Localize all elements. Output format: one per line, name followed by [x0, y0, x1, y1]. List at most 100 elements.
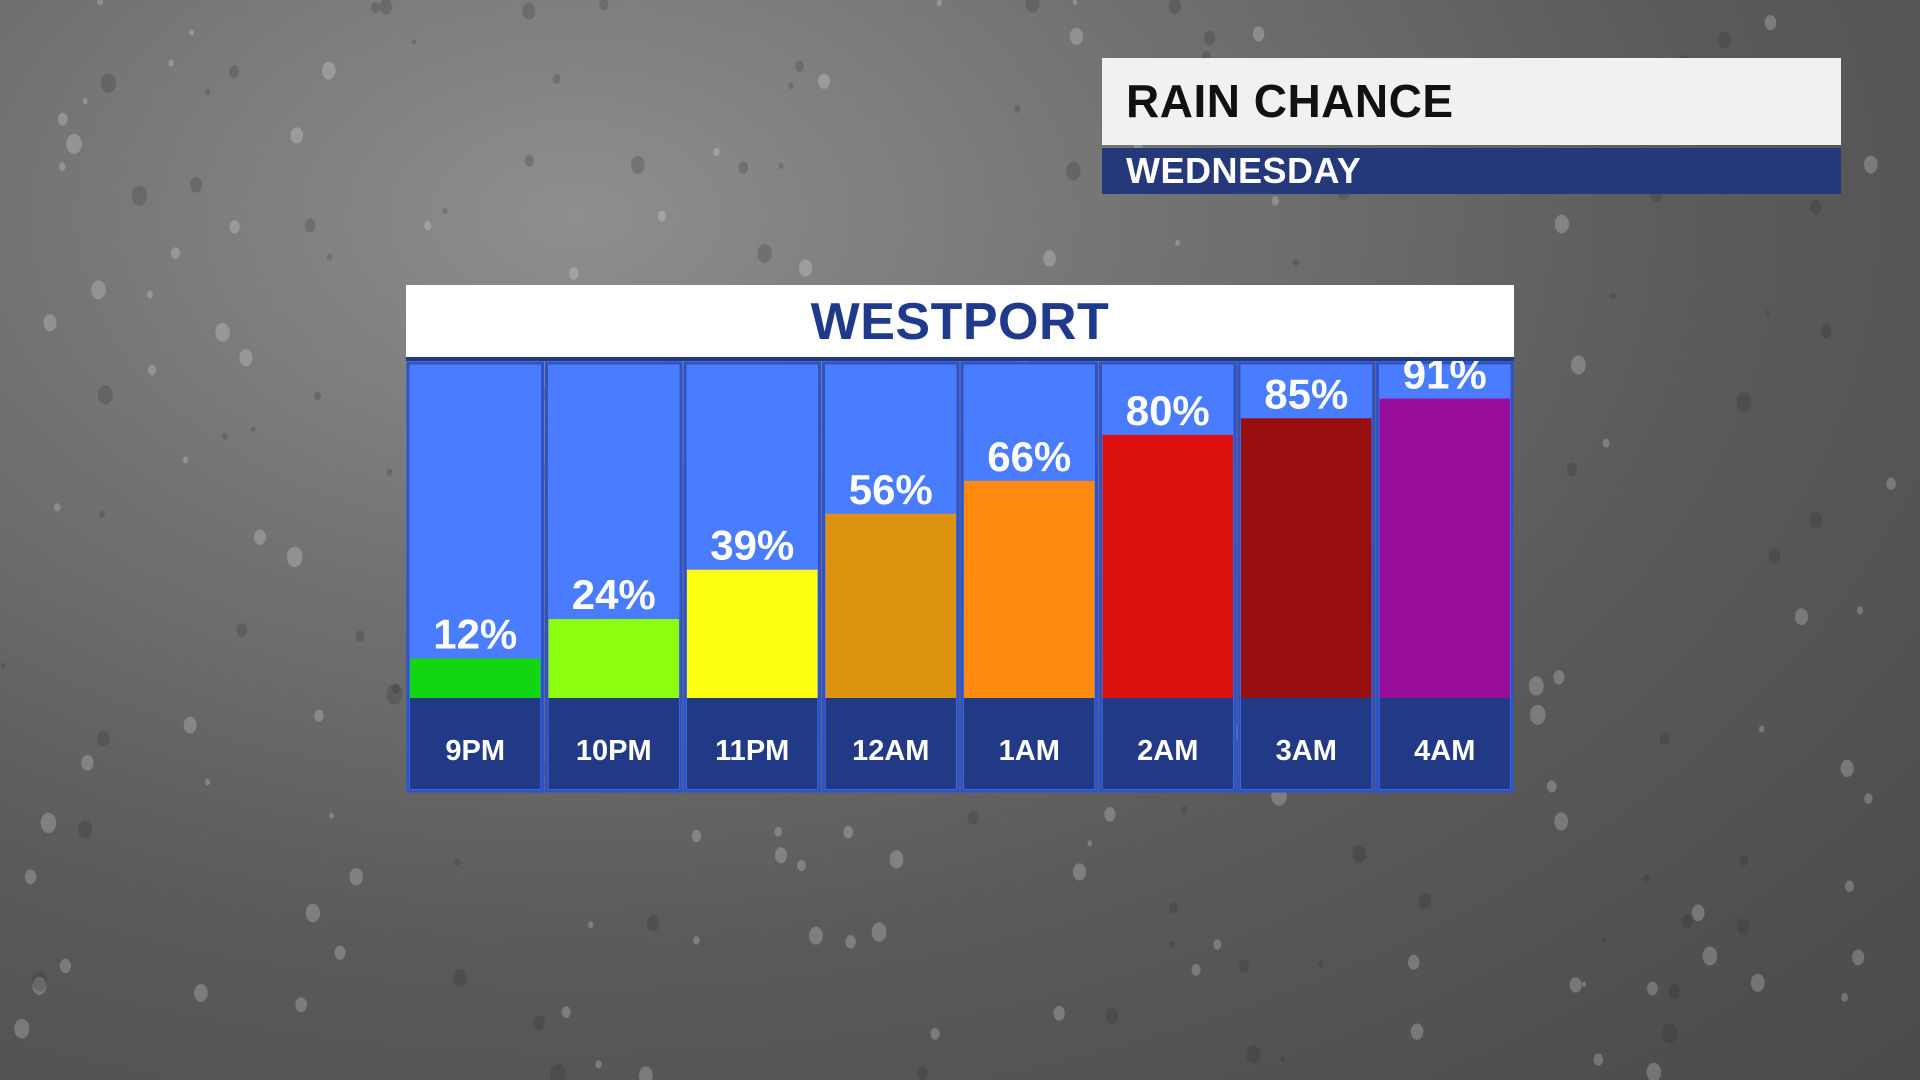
- raindrop: [1554, 214, 1570, 234]
- raindrop: [1702, 946, 1718, 966]
- raindrop: [251, 426, 256, 432]
- raindrop: [239, 349, 253, 367]
- raindrop: [1610, 292, 1616, 300]
- raindrop: [314, 709, 324, 722]
- raindrop: [392, 683, 401, 694]
- value-label: 80%: [1126, 387, 1210, 434]
- raindrop: [1191, 963, 1201, 976]
- raindrop: [81, 754, 94, 771]
- raindrop: [1582, 981, 1587, 987]
- raindrop: [1105, 1007, 1118, 1024]
- raindrop: [757, 244, 772, 263]
- raindrop: [1659, 732, 1670, 746]
- value-label: 91%: [1403, 361, 1487, 398]
- raindrop: [148, 364, 157, 376]
- raindrop: [561, 1006, 571, 1019]
- raindrop: [424, 220, 432, 231]
- raindrop: [917, 1066, 929, 1080]
- raindrop: [1204, 30, 1216, 45]
- raindrop: [204, 778, 210, 786]
- value-label: 39%: [710, 522, 794, 569]
- raindrop: [1418, 893, 1431, 909]
- chart-day: WEDNESDAY: [1102, 148, 1841, 194]
- raindrop: [1647, 981, 1658, 996]
- raindrop: [778, 162, 784, 170]
- location-title: WESTPORT: [406, 285, 1514, 357]
- raindrop: [1175, 239, 1180, 246]
- time-label: 9PM: [445, 735, 505, 767]
- raindrop: [170, 247, 180, 259]
- raindrop: [1758, 725, 1765, 733]
- bar: [825, 513, 956, 698]
- raindrop: [1691, 904, 1705, 922]
- raindrop: [59, 162, 66, 171]
- raindrop: [31, 971, 48, 992]
- raindrop: [588, 921, 594, 929]
- raindrop: [1739, 854, 1749, 867]
- raindrop: [57, 112, 68, 126]
- time-label-band: [825, 698, 956, 789]
- raindrop: [304, 218, 316, 233]
- raindrop: [189, 29, 194, 36]
- raindrop: [1073, 0, 1078, 5]
- raindrop: [1213, 939, 1222, 950]
- raindrop: [1181, 805, 1187, 813]
- raindrop: [386, 468, 393, 476]
- raindrop: [1408, 954, 1420, 970]
- time-label-band: [1241, 698, 1372, 789]
- raindrop: [24, 869, 37, 885]
- raindrop: [91, 280, 106, 300]
- time-label: 4AM: [1414, 735, 1475, 767]
- raindrop: [40, 812, 57, 834]
- raindrop: [82, 98, 88, 104]
- raindrop: [386, 684, 403, 705]
- raindrop: [1169, 941, 1174, 948]
- raindrop: [845, 935, 856, 949]
- raindrop: [1530, 704, 1546, 725]
- raindrop: [1809, 511, 1823, 530]
- raindrop: [0, 663, 6, 670]
- value-label: 66%: [987, 433, 1071, 480]
- raindrop: [522, 2, 536, 20]
- raindrop: [146, 290, 153, 299]
- raindrop: [229, 220, 240, 234]
- raindrop: [889, 850, 904, 869]
- raindrop: [334, 945, 346, 960]
- raindrop: [774, 847, 788, 864]
- raindrop: [1352, 844, 1367, 864]
- raindrop: [305, 903, 321, 923]
- raindrop: [349, 868, 363, 886]
- raindrop: [1569, 977, 1582, 993]
- raindrop: [524, 154, 534, 167]
- raindrop: [1856, 606, 1864, 615]
- time-label-band: [548, 698, 679, 789]
- bar: [1241, 418, 1372, 698]
- raindrop: [693, 936, 700, 945]
- raindrop: [254, 529, 266, 545]
- raindrop: [194, 984, 208, 1002]
- raindrop: [97, 0, 103, 6]
- raindrop: [1168, 0, 1181, 15]
- raindrop: [1602, 937, 1607, 944]
- raindrop: [1104, 807, 1116, 822]
- raindrop: [183, 456, 188, 464]
- raindrop: [442, 208, 448, 215]
- raindrop: [1554, 812, 1569, 831]
- raindrop: [774, 826, 782, 837]
- raindrop: [97, 385, 113, 405]
- raindrop: [1246, 1045, 1261, 1064]
- raindrop: [1043, 250, 1056, 267]
- raindrop: [99, 510, 105, 518]
- raindrop: [1845, 880, 1854, 893]
- raindrop: [1736, 392, 1752, 412]
- raindrop: [788, 82, 794, 90]
- time-label: 2AM: [1137, 735, 1198, 767]
- header-divider: [406, 357, 1514, 361]
- time-label-band: [1379, 698, 1510, 789]
- raindrop: [168, 59, 174, 67]
- time-label: 1AM: [999, 735, 1060, 767]
- raindrop: [1820, 324, 1832, 339]
- bar: [964, 480, 1095, 698]
- bar: [1102, 434, 1233, 698]
- raindrop: [713, 147, 720, 157]
